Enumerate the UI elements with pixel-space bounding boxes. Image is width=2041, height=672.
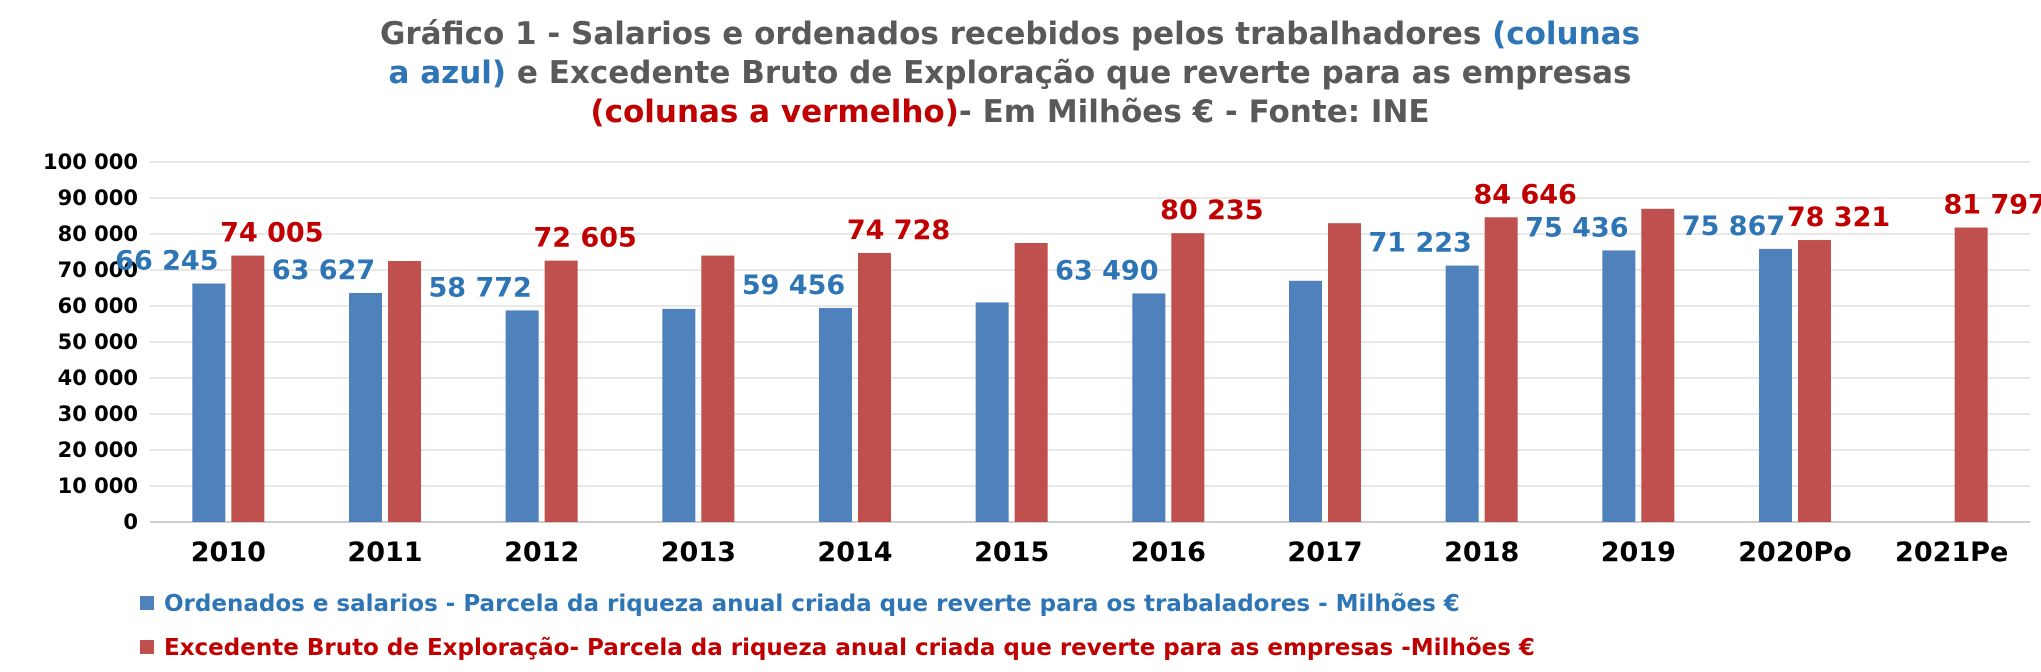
x-tick-label: 2012 xyxy=(504,537,579,568)
y-tick-label: 40 000 xyxy=(58,366,138,390)
data-label-series-0-2020Po: 75 867 xyxy=(1682,211,1785,242)
x-axis: 2010 2011 2012 2013 2014 2015 2016 2017 2018 2019… xyxy=(191,537,2009,568)
data-label-series-0-2012: 58 772 xyxy=(428,272,531,303)
bar-series-1-2010 xyxy=(231,255,265,522)
bar-series-0-2020Po xyxy=(1759,248,1792,523)
legend-label-excedente: Excedente Bruto de Exploração- Parcela d… xyxy=(164,635,1535,661)
bar-series-0-2012 xyxy=(505,310,539,522)
data-label-series-1-2021Pe: 81 797 xyxy=(1943,190,2041,221)
legend-swatch-salarios xyxy=(140,596,154,610)
chart-title-line-1: Gráfico 1 - Salarios e ordenados recebid… xyxy=(380,16,1640,52)
x-tick-label: 2019 xyxy=(1601,537,1676,568)
y-tick-label: 50 000 xyxy=(58,330,138,354)
x-tick-label: 2018 xyxy=(1444,537,1519,568)
y-tick-label: 90 000 xyxy=(58,186,138,210)
x-tick-label: 2011 xyxy=(347,537,422,568)
bar-series-0-2018 xyxy=(1445,265,1479,522)
bar-series-0-2013 xyxy=(662,308,696,522)
legend-label-salarios: Ordenados e salarios - Parcela da riquez… xyxy=(164,591,1460,617)
x-tick-label: 2017 xyxy=(1287,537,1362,568)
bar-series-1-2016 xyxy=(1171,233,1205,523)
y-tick-label: 70 000 xyxy=(58,258,138,282)
data-label-series-0-2016: 63 490 xyxy=(1055,255,1158,286)
chart-title-line-2: a azul) e Excedente Bruto de Exploração … xyxy=(389,55,1632,91)
bar-series-0-2017 xyxy=(1289,280,1322,522)
bar-series-1-2021Pe xyxy=(1954,227,1988,522)
bar-series-1-2015 xyxy=(1014,243,1048,522)
y-tick-label: 80 000 xyxy=(58,222,138,246)
x-tick-label: 2010 xyxy=(191,537,266,568)
bar-series-1-2014 xyxy=(858,252,891,523)
x-tick-label: 2014 xyxy=(817,537,892,568)
bar-series-1-2018 xyxy=(1484,217,1518,522)
y-tick-label: 20 000 xyxy=(58,438,138,462)
bar-series-0-2014 xyxy=(819,307,852,522)
bar-series-1-2013 xyxy=(701,255,735,522)
x-tick-label: 2021Pe xyxy=(1895,537,2008,568)
bar-series-0-2010 xyxy=(192,283,226,522)
x-tick-label: 2013 xyxy=(661,537,736,568)
data-label-series-1-2010: 74 005 xyxy=(220,218,323,249)
data-label-series-0-2010: 66 245 xyxy=(115,246,218,277)
x-tick-label: 2020Po xyxy=(1738,537,1851,568)
x-tick-label: 2015 xyxy=(974,537,1049,568)
bar-series-1-2020Po xyxy=(1798,240,1831,522)
chart-title-line-3: (colunas a vermelho)- Em Milhões € - Fon… xyxy=(590,94,1429,130)
bar-series-1-2012 xyxy=(544,260,578,522)
y-tick-label: 30 000 xyxy=(58,402,138,426)
data-label-series-0-2019: 75 436 xyxy=(1525,212,1628,243)
data-label-series-1-2018: 84 646 xyxy=(1473,179,1576,210)
legend-swatch-excedente xyxy=(140,640,154,654)
bar-series-1-2011 xyxy=(388,261,421,522)
bar-series-0-2019 xyxy=(1602,250,1636,522)
data-label-series-1-2020Po: 78 321 xyxy=(1787,202,1890,233)
bar-series-1-2017 xyxy=(1328,223,1361,522)
data-label-series-1-2016: 80 235 xyxy=(1160,195,1263,226)
y-tick-label: 60 000 xyxy=(58,294,138,318)
data-label-series-0-2014: 59 456 xyxy=(742,270,845,301)
data-label-series-0-2018: 71 223 xyxy=(1368,228,1471,259)
data-label-series-1-2014: 74 728 xyxy=(847,215,950,246)
y-tick-label: 10 000 xyxy=(58,474,138,498)
gridlines xyxy=(150,161,2030,523)
data-label-series-0-2011: 63 627 xyxy=(272,255,375,286)
bar-series-0-2011 xyxy=(349,292,382,522)
y-tick-label: 0 xyxy=(123,510,138,534)
bar-series-1-2019 xyxy=(1641,208,1675,523)
data-label-series-1-2012: 72 605 xyxy=(533,223,636,254)
bar-series-0-2016 xyxy=(1132,293,1166,522)
legend: Ordenados e salarios - Parcela da riquez… xyxy=(140,591,1535,661)
y-axis: 0 10 000 20 000 30 000 40 000 50 000 60 000 70 … xyxy=(43,150,138,534)
bar-series-0-2015 xyxy=(975,302,1009,522)
bars xyxy=(192,208,1988,523)
y-tick-label: 100 000 xyxy=(43,150,138,174)
x-tick-label: 2016 xyxy=(1131,537,1206,568)
